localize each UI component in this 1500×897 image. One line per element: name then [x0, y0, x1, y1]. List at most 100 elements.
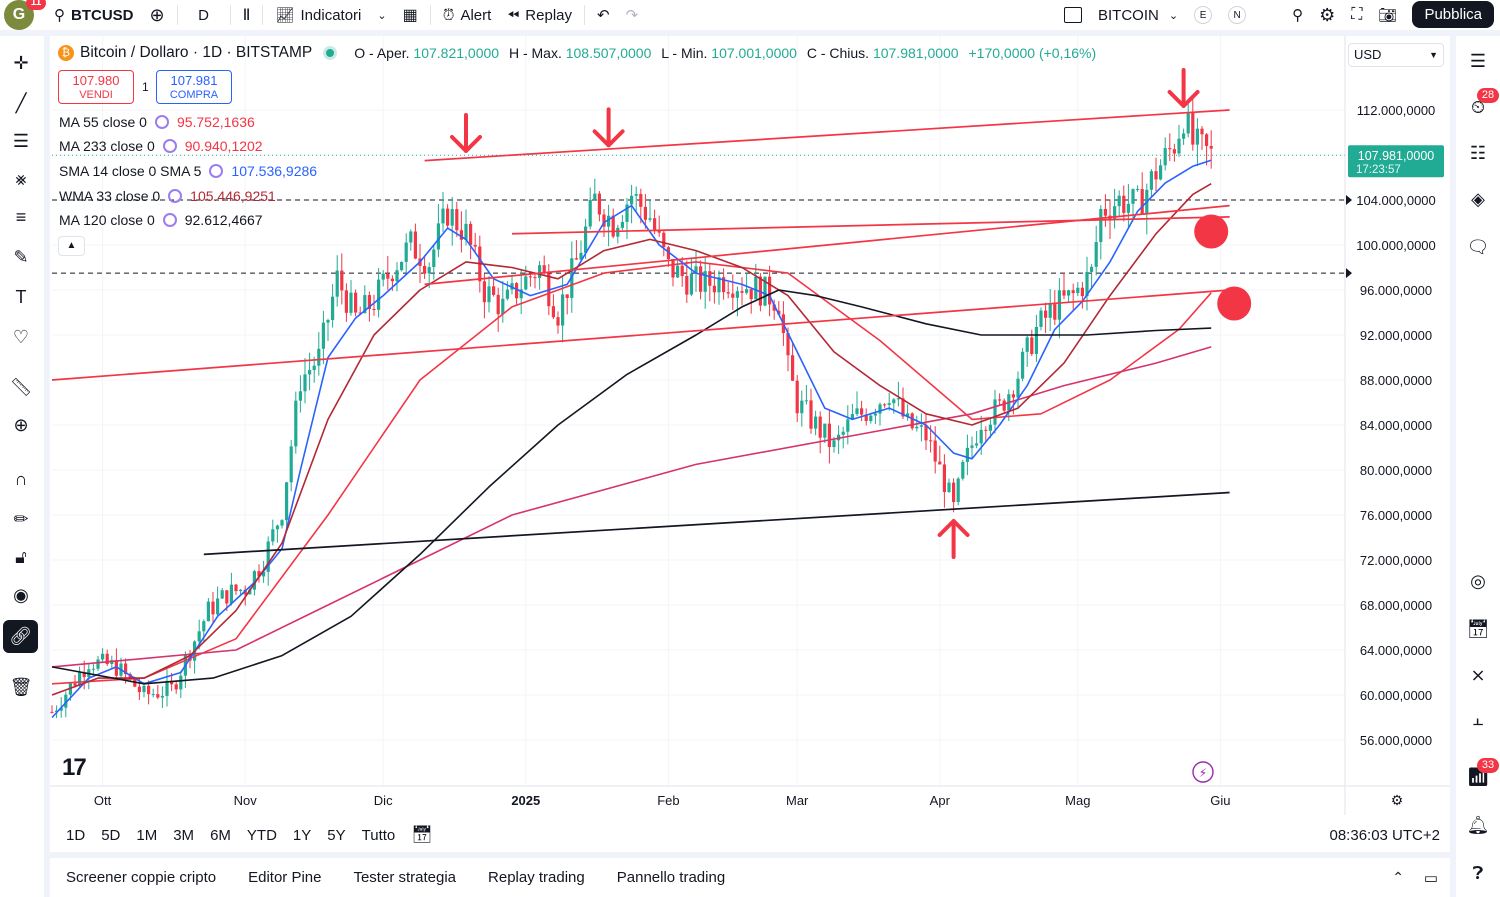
magnet-icon[interactable]: ∩: [14, 468, 28, 489]
indicators-dropdown[interactable]: ⌄: [369, 0, 394, 30]
snapshot-button[interactable]: 📷︎: [1370, 0, 1405, 30]
ruler-icon[interactable]: 📏︎: [9, 376, 33, 397]
text-icon[interactable]: T: [15, 286, 27, 307]
help-icon[interactable]: ❓︎: [1472, 862, 1484, 883]
tf-ytd[interactable]: YTD: [246, 826, 277, 844]
redo-button[interactable]: ↷: [618, 0, 647, 30]
lock-pencil-icon[interactable]: ✏: [13, 508, 29, 529]
tf-all[interactable]: Tutto: [361, 826, 396, 844]
candle-body: [137, 686, 141, 693]
indicator-ma120[interactable]: MA 120 close 0 92.612,4667: [59, 212, 263, 228]
indicators-button[interactable]: 📈︎ Indicatori: [267, 0, 369, 30]
tf-1y[interactable]: 1Y: [292, 826, 312, 844]
forecast-icon[interactable]: ≡: [15, 206, 27, 227]
ma-line: [51, 261, 1212, 685]
maximize-panel-icon[interactable]: ▭: [1423, 869, 1438, 887]
layout-name[interactable]: BITCOIN ⌄: [1090, 0, 1186, 30]
fib-chart-icon[interactable]: ⫠: [1472, 708, 1484, 729]
tf-1d[interactable]: 1D: [66, 826, 86, 844]
clock[interactable]: 08:36:03 UTC+2: [1329, 826, 1441, 844]
axis-settings-icon[interactable]: ⚙︎: [1391, 792, 1404, 808]
alert-button[interactable]: ⏰︎ Alert: [435, 0, 500, 30]
n-button[interactable]: N: [1220, 0, 1254, 30]
publish-button[interactable]: Pubblica: [1412, 1, 1494, 28]
tab-trading-panel[interactable]: Pannello trading: [616, 869, 726, 886]
price-axis[interactable]: 56.000,0000 60.000,0000 64.000,0000 68.000,…: [1356, 103, 1436, 748]
candle-body: [593, 193, 597, 200]
sell-button[interactable]: 107.980 VENDI: [58, 70, 134, 104]
candle-body: [1172, 149, 1176, 154]
settings-button[interactable]: ⚙︎: [1311, 0, 1343, 30]
indicator-wma33[interactable]: WMA 33 close 0 105.446,9251: [59, 188, 276, 204]
chevron-up-icon[interactable]: ⌃: [1392, 869, 1404, 885]
e-button[interactable]: E: [1186, 0, 1220, 30]
eye-icon[interactable]: ◉: [13, 584, 29, 605]
calendar-icon[interactable]: 📅︎: [1466, 618, 1490, 639]
tf-5d[interactable]: 5D: [101, 826, 121, 844]
goto-date-button[interactable]: 📅︎: [403, 825, 441, 845]
avatar-badge: 11: [26, 0, 46, 10]
user-avatar[interactable]: G 11: [4, 0, 46, 30]
candle-body: [331, 296, 335, 321]
buy-button[interactable]: 107.981 COMPRA: [156, 70, 232, 104]
trash-icon[interactable]: 🗑︎: [9, 676, 33, 697]
crosshair-icon[interactable]: ✛: [13, 52, 29, 73]
tab-crypto-screener[interactable]: Screener coppie cripto: [66, 869, 217, 886]
tf-1m[interactable]: 1M: [136, 826, 158, 844]
heart-icon[interactable]: ♡: [12, 326, 30, 347]
candle-body: [1011, 394, 1015, 398]
alerts-clock-icon[interactable]: ⏲︎ 28: [1463, 88, 1499, 122]
symbol-title[interactable]: Bitcoin / Dollaro · 1D · BITSTAMP: [80, 44, 313, 61]
compare-button[interactable]: ⊕: [142, 0, 173, 30]
candle-body: [321, 322, 325, 349]
candle-body: [1186, 112, 1190, 134]
indicator-sma14[interactable]: SMA 14 close 0 SMA 5 107.536,9286: [59, 163, 317, 179]
lock-icon[interactable]: 🔓︎: [15, 546, 27, 567]
tab-strategy-tester[interactable]: Tester strategia: [353, 869, 457, 886]
tab-replay-trading[interactable]: Replay trading: [488, 869, 585, 886]
collapse-legend-button[interactable]: ▲: [58, 236, 85, 256]
bell-icon[interactable]: 🔔︎: [1466, 814, 1490, 835]
candle-body: [556, 317, 560, 326]
interval-button[interactable]: D: [198, 6, 210, 24]
pattern-icon[interactable]: ⨳: [15, 168, 27, 189]
fib-icon[interactable]: ☰: [12, 130, 30, 151]
fullscreen-button[interactable]: ⛶: [1343, 0, 1370, 30]
link-icon[interactable]: 🔗︎: [3, 620, 38, 653]
list-plus-icon[interactable]: ☷: [1469, 142, 1487, 163]
candle-body: [1149, 171, 1153, 190]
quantity[interactable]: 1: [142, 80, 149, 94]
templates-button[interactable]: ▦: [395, 0, 426, 30]
tf-5y[interactable]: 5Y: [327, 826, 346, 844]
indicator-ma55[interactable]: MA 55 close 0 95.752,1636: [59, 114, 255, 130]
tf-3m[interactable]: 3M: [173, 826, 195, 844]
indicator-ma233[interactable]: MA 233 close 0 90.940,1202: [59, 138, 263, 154]
watchlist-icon[interactable]: ☰: [1469, 50, 1487, 71]
tf-6m[interactable]: 6M: [210, 826, 231, 844]
candle-body: [528, 276, 532, 278]
brush-icon[interactable]: ✎: [13, 246, 29, 267]
symbol-label: BTCUSD: [71, 6, 134, 24]
tab-pine-editor[interactable]: Editor Pine: [248, 869, 322, 886]
quick-search-button[interactable]: ⚲: [1284, 0, 1311, 30]
candle-body: [538, 265, 542, 279]
chat-icon[interactable]: 🗨︎: [1466, 236, 1490, 257]
layers-icon[interactable]: ◈: [1471, 188, 1485, 209]
currency-select[interactable]: USD ▼: [1348, 43, 1444, 67]
chart-type-button[interactable]: Ⅱ: [235, 0, 259, 30]
strategy-icon[interactable]: ⨯: [1470, 664, 1486, 685]
layout-checkbox[interactable]: [1056, 0, 1090, 30]
zoom-icon[interactable]: ⊕: [13, 414, 29, 435]
replay-button[interactable]: ⏪︎ Replay: [499, 0, 580, 30]
lightning-icon[interactable]: [1192, 761, 1214, 783]
undo-button[interactable]: ↶: [589, 0, 618, 30]
broadcast-icon[interactable]: 📶︎ 33: [1463, 758, 1499, 792]
target-icon[interactable]: ◎: [1470, 570, 1486, 591]
trendline-icon[interactable]: ╱: [15, 92, 27, 113]
candle-body: [354, 292, 358, 313]
time-axis[interactable]: Ott Nov Dic 2025 Feb Mar Apr Mag Giu: [94, 793, 1231, 808]
symbol-search[interactable]: ⚲ BTCUSD: [46, 0, 142, 30]
candle-body: [367, 295, 371, 310]
